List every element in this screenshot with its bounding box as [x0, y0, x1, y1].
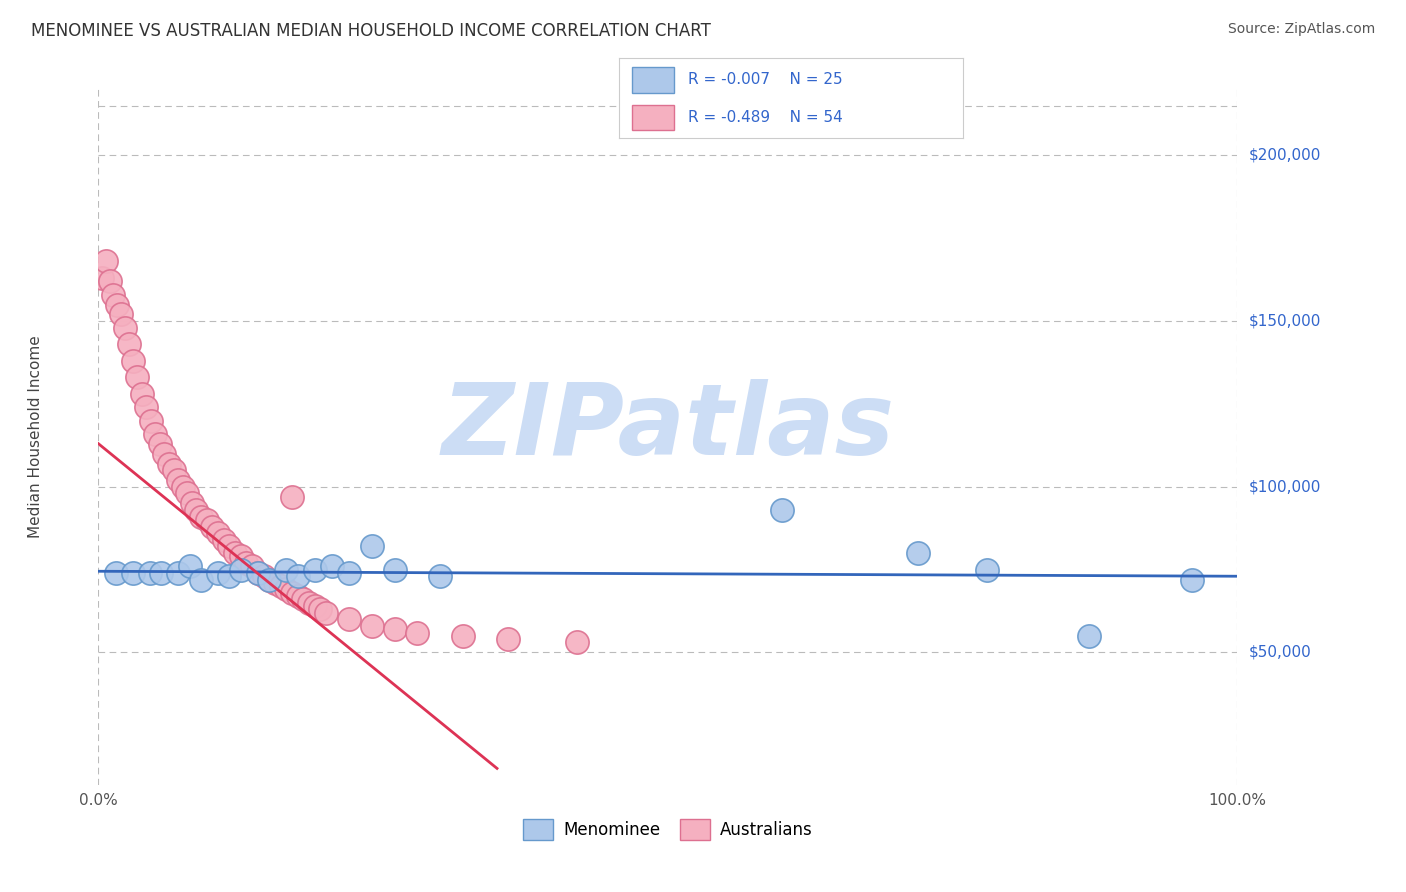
Point	[229, 549, 252, 564]
Point	[186, 503, 208, 517]
Point	[207, 526, 229, 541]
Text: R = -0.007    N = 25: R = -0.007 N = 25	[688, 72, 842, 87]
Point	[315, 606, 337, 620]
Point	[167, 473, 190, 487]
Legend: Menominee, Australians: Menominee, Australians	[516, 813, 820, 847]
Point	[384, 622, 406, 636]
Point	[321, 559, 343, 574]
Point	[309, 602, 332, 616]
Point	[406, 625, 429, 640]
Point	[451, 629, 474, 643]
Point	[180, 496, 202, 510]
Point	[287, 569, 309, 583]
Point	[179, 559, 201, 574]
Text: Median Household Income: Median Household Income	[28, 335, 44, 539]
Point	[150, 566, 173, 580]
Point	[167, 566, 190, 580]
Point	[1181, 573, 1204, 587]
Text: $100,000: $100,000	[1249, 479, 1320, 494]
Point	[235, 556, 257, 570]
Point	[281, 490, 304, 504]
Point	[264, 575, 287, 590]
Point	[298, 596, 321, 610]
Point	[360, 540, 382, 554]
Point	[176, 486, 198, 500]
Point	[281, 586, 304, 600]
Point	[565, 635, 588, 649]
Text: ZIPatlas: ZIPatlas	[441, 378, 894, 475]
Point	[114, 320, 136, 334]
Point	[337, 612, 360, 626]
Point	[195, 513, 218, 527]
Point	[172, 480, 194, 494]
Point	[207, 566, 229, 580]
Point	[276, 582, 298, 597]
Point	[98, 274, 121, 288]
Point	[770, 503, 793, 517]
Point	[138, 566, 160, 580]
Point	[976, 563, 998, 577]
Point	[201, 519, 224, 533]
Text: $200,000: $200,000	[1249, 148, 1320, 163]
Text: R = -0.489    N = 54: R = -0.489 N = 54	[688, 110, 842, 125]
Point	[96, 254, 118, 268]
Point	[218, 569, 240, 583]
Point	[360, 619, 382, 633]
Point	[90, 271, 112, 285]
Point	[105, 297, 128, 311]
Point	[190, 509, 212, 524]
Point	[304, 599, 326, 613]
FancyBboxPatch shape	[633, 67, 673, 93]
Point	[429, 569, 451, 583]
Point	[224, 546, 246, 560]
Point	[218, 540, 240, 554]
Point	[149, 436, 172, 450]
Point	[276, 563, 298, 577]
Point	[145, 426, 167, 441]
Point	[139, 413, 162, 427]
Point	[118, 337, 141, 351]
Point	[121, 566, 143, 580]
Point	[907, 546, 929, 560]
Point	[131, 387, 153, 401]
Point	[190, 573, 212, 587]
Point	[498, 632, 520, 647]
Point	[246, 566, 269, 580]
Text: MENOMINEE VS AUSTRALIAN MEDIAN HOUSEHOLD INCOME CORRELATION CHART: MENOMINEE VS AUSTRALIAN MEDIAN HOUSEHOLD…	[31, 22, 711, 40]
Point	[110, 308, 132, 322]
Point	[104, 566, 127, 580]
Point	[252, 569, 274, 583]
Point	[259, 573, 281, 587]
Text: Source: ZipAtlas.com: Source: ZipAtlas.com	[1227, 22, 1375, 37]
Point	[103, 287, 125, 301]
Point	[153, 447, 176, 461]
Point	[246, 566, 269, 580]
Point	[1078, 629, 1101, 643]
Point	[270, 579, 292, 593]
Point	[384, 563, 406, 577]
Point	[240, 559, 263, 574]
Point	[121, 354, 143, 368]
Point	[212, 533, 235, 547]
Point	[229, 563, 252, 577]
Point	[157, 457, 180, 471]
Text: $150,000: $150,000	[1249, 314, 1320, 328]
FancyBboxPatch shape	[633, 104, 673, 130]
Point	[259, 573, 281, 587]
Text: $50,000: $50,000	[1249, 645, 1312, 660]
Point	[337, 566, 360, 580]
Point	[287, 589, 309, 603]
Point	[162, 463, 184, 477]
Point	[135, 401, 157, 415]
Point	[127, 370, 149, 384]
Point	[304, 563, 326, 577]
Point	[292, 592, 315, 607]
